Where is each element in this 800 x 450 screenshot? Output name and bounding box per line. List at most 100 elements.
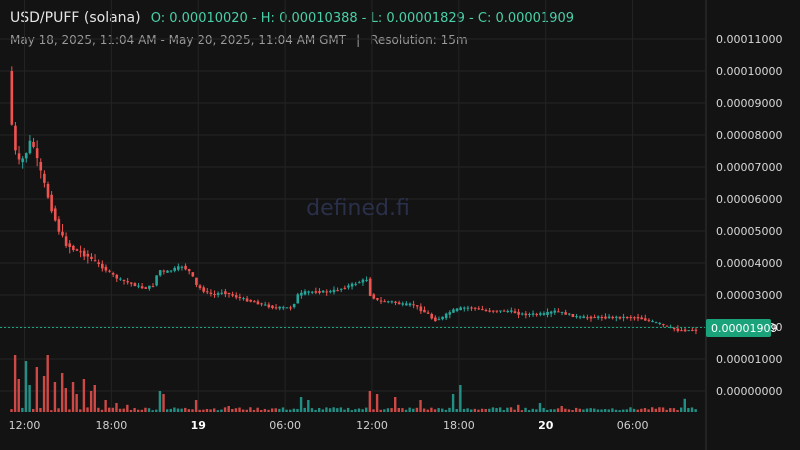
volume-bar xyxy=(498,407,502,412)
candle-body xyxy=(24,153,28,159)
volume-bar xyxy=(144,407,147,412)
volume-bar xyxy=(459,385,462,412)
volume-bar xyxy=(422,408,426,412)
volume-bar xyxy=(285,409,288,412)
volume-bar xyxy=(104,400,107,412)
volume-bar xyxy=(379,409,382,412)
candle-body xyxy=(93,260,97,262)
y-tick-label: 0.00009000 xyxy=(716,97,782,110)
volume-bar xyxy=(564,408,567,412)
candle-body xyxy=(173,267,177,271)
candle-body xyxy=(191,272,195,277)
candle-body xyxy=(256,301,260,305)
candle-body xyxy=(249,299,253,302)
candle-body xyxy=(325,291,329,293)
candle-body xyxy=(242,298,245,300)
volume-bar xyxy=(317,408,321,412)
candle-body xyxy=(426,312,430,314)
candle-body xyxy=(303,291,307,295)
volume-bar xyxy=(517,404,520,412)
volume-bar xyxy=(694,409,697,412)
candle-body xyxy=(441,316,444,320)
volume-bar xyxy=(194,400,198,412)
volume-bar xyxy=(596,409,600,412)
last-price-label: 0.00001909 xyxy=(706,319,777,337)
volume-bar xyxy=(669,408,672,412)
volume-bar xyxy=(603,409,607,412)
volume-bar xyxy=(535,409,538,412)
candle-body xyxy=(97,262,100,265)
volume-bar xyxy=(314,409,317,412)
volume-bar xyxy=(223,407,227,412)
volume-bar xyxy=(444,409,448,412)
volume-bar xyxy=(527,410,531,412)
volume-bar xyxy=(234,408,238,412)
candle-body xyxy=(133,283,137,287)
volume-bar xyxy=(549,409,553,412)
candle-body xyxy=(694,329,698,331)
volume-bar xyxy=(466,408,469,412)
candle-body xyxy=(567,313,571,315)
volume-bar xyxy=(238,407,241,412)
volume-bar xyxy=(600,409,603,412)
candle-body xyxy=(90,256,93,259)
candle-body xyxy=(238,296,242,299)
volume-bar xyxy=(53,382,57,412)
volume-bar xyxy=(607,409,610,412)
candle-body xyxy=(672,327,676,330)
candle-body xyxy=(557,311,560,313)
candle-body xyxy=(513,311,517,314)
volume-bar xyxy=(542,407,545,412)
candle-body xyxy=(643,318,647,321)
volume-bar xyxy=(187,409,191,412)
volume-bar xyxy=(560,406,563,412)
candle-body xyxy=(593,317,596,319)
candle-body xyxy=(415,305,419,307)
volume-bar xyxy=(658,407,661,412)
candle-body xyxy=(477,308,481,310)
candle-body xyxy=(43,173,46,183)
candle-body xyxy=(151,286,155,288)
volume-bar xyxy=(343,409,346,412)
volume-bar xyxy=(10,409,13,412)
volume-bar xyxy=(39,408,42,412)
y-tick-label: 0.00008000 xyxy=(716,129,782,142)
volume-bar xyxy=(162,394,165,412)
volume-bar xyxy=(35,367,39,412)
candle-body xyxy=(347,285,350,288)
candle-body xyxy=(318,291,321,293)
candle-body xyxy=(491,310,495,312)
volume-bar xyxy=(578,408,582,412)
candle-body xyxy=(390,301,394,303)
volume-bar xyxy=(346,407,350,412)
candle-body xyxy=(300,292,303,296)
candle-body xyxy=(408,303,412,306)
candle-body xyxy=(336,290,339,292)
candle-body xyxy=(481,309,484,311)
volume-bar xyxy=(136,409,140,412)
volume-bar xyxy=(643,408,647,412)
candle-body xyxy=(53,208,57,221)
volume-bar xyxy=(513,409,516,412)
volume-bar xyxy=(390,408,393,412)
candle-body xyxy=(155,275,158,286)
volume-bar xyxy=(216,410,220,412)
volume-bar xyxy=(64,388,67,412)
volume-bar xyxy=(122,408,125,412)
volume-bar xyxy=(397,407,401,412)
volume-bar xyxy=(126,404,129,412)
candle-body xyxy=(437,319,441,321)
candle-body xyxy=(502,310,506,312)
volume-bar xyxy=(661,407,665,412)
candle-body xyxy=(14,125,17,151)
volume-bar xyxy=(632,408,636,412)
candle-body xyxy=(452,309,455,313)
volume-bar xyxy=(60,373,64,412)
candle-body xyxy=(651,320,654,322)
volume-bar xyxy=(375,394,379,412)
separator: | xyxy=(356,33,361,47)
candle-body xyxy=(662,324,665,326)
candle-body xyxy=(379,300,383,302)
volume-bar xyxy=(502,410,505,412)
